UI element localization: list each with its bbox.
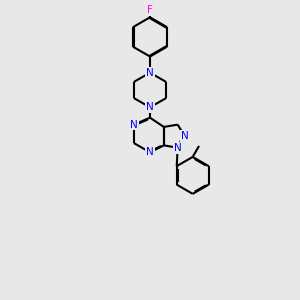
- Text: F: F: [147, 5, 153, 15]
- Text: N: N: [174, 143, 182, 153]
- Text: N: N: [130, 120, 138, 130]
- Text: N: N: [146, 147, 154, 157]
- Text: N: N: [181, 131, 188, 141]
- Text: N: N: [146, 102, 154, 112]
- Text: N: N: [146, 68, 154, 78]
